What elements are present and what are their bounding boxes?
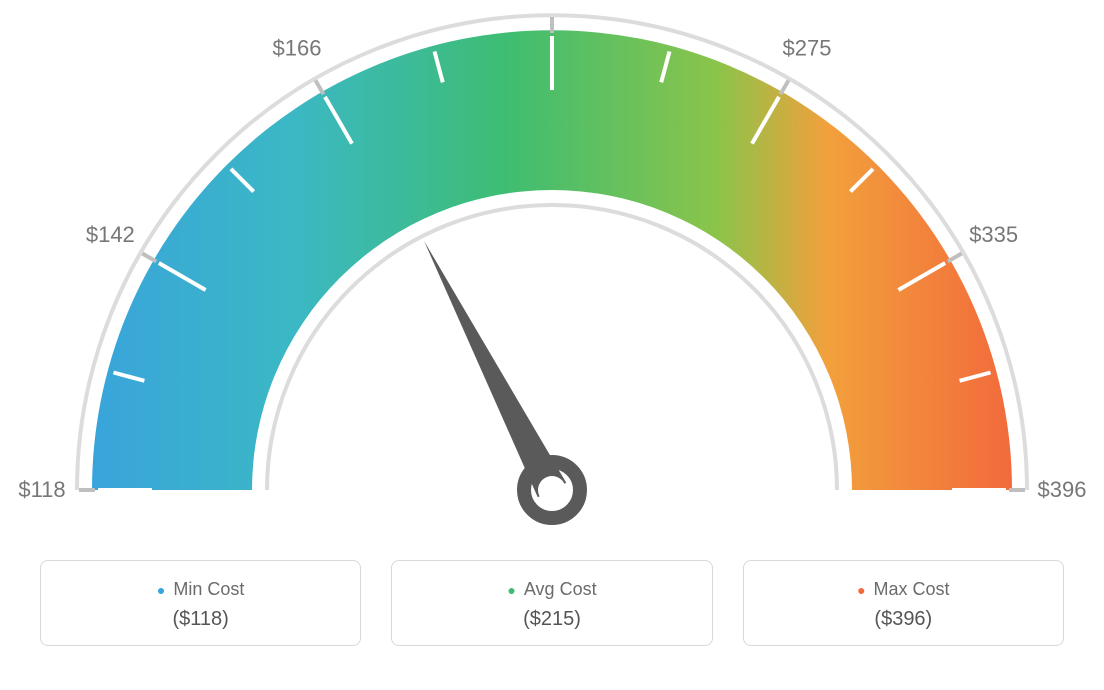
- max-cost-label: Max Cost: [754, 579, 1053, 600]
- avg-cost-value: ($215): [402, 608, 701, 631]
- outer-tick: [948, 254, 962, 262]
- max-cost-value: ($396): [754, 608, 1053, 631]
- gauge-tick-label: $275: [783, 35, 832, 60]
- cost-gauge: $118$142$166$215$275$335$396: [0, 0, 1104, 560]
- min-cost-card: Min Cost ($118): [40, 560, 361, 646]
- gauge-svg: $118$142$166$215$275$335$396: [0, 0, 1104, 560]
- min-cost-label: Min Cost: [51, 579, 350, 600]
- avg-cost-card: Avg Cost ($215): [391, 560, 712, 646]
- gauge-tick-label: $335: [969, 222, 1018, 247]
- gauge-band: [92, 30, 1012, 490]
- summary-cards: Min Cost ($118) Avg Cost ($215) Max Cost…: [0, 560, 1104, 646]
- outer-tick: [316, 80, 324, 94]
- min-cost-value: ($118): [51, 608, 350, 631]
- outer-tick: [142, 254, 156, 262]
- gauge-tick-label: $118: [18, 477, 65, 502]
- avg-cost-label: Avg Cost: [402, 579, 701, 600]
- gauge-tick-label: $142: [86, 222, 135, 247]
- outer-tick: [781, 80, 789, 94]
- max-cost-card: Max Cost ($396): [743, 560, 1064, 646]
- needle-hub-hole: [538, 476, 566, 504]
- gauge-tick-label: $396: [1038, 477, 1087, 502]
- gauge-tick-label: $166: [273, 35, 322, 60]
